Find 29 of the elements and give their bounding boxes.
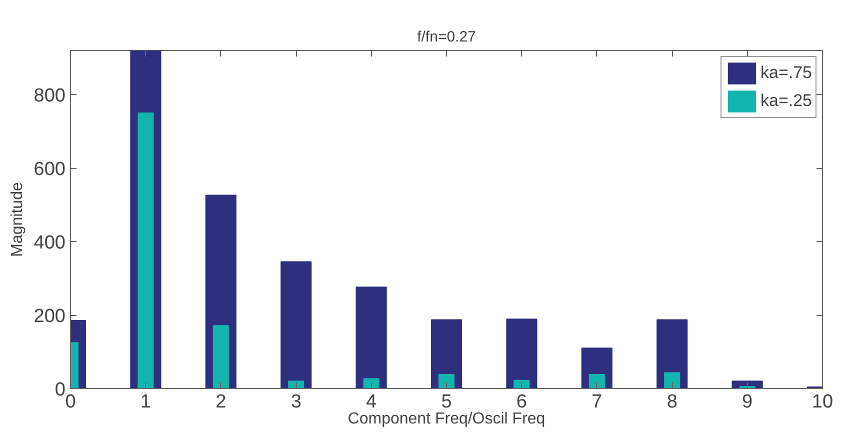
y-axis-title: Magnitude — [8, 182, 26, 257]
x-tick-label: 2 — [216, 392, 226, 412]
x-tick-label: 3 — [290, 392, 302, 412]
chart-title: f/fn=0.27 — [417, 28, 476, 46]
x-tick-label: 6 — [516, 392, 527, 412]
x-tick-label: 10 — [812, 392, 834, 412]
x-tick-label: 8 — [666, 392, 678, 412]
bar — [288, 380, 304, 388]
y-tick-label: 400 — [34, 232, 66, 254]
legend-label: ka=.25 — [760, 91, 812, 111]
x-axis-title: Component Freq/Oscil Freq — [348, 410, 546, 428]
y-tick-label: 800 — [34, 86, 66, 107]
bar — [212, 325, 229, 388]
bar — [506, 318, 538, 388]
x-tick-label: 9 — [742, 392, 753, 412]
x-tick-label: 5 — [441, 392, 452, 412]
x-tick-label: 1 — [140, 392, 151, 412]
legend-label: ka=.75 — [760, 63, 812, 83]
bar — [356, 286, 387, 388]
bar — [138, 112, 154, 388]
bar — [664, 372, 680, 388]
y-tick-label: 600 — [34, 159, 66, 180]
bar — [363, 378, 380, 388]
x-tick-label: 4 — [366, 392, 378, 412]
bar — [280, 261, 312, 388]
y-tick-label: 200 — [34, 306, 66, 328]
x-tick-label: 7 — [592, 392, 602, 412]
bar — [438, 374, 455, 388]
bar — [588, 374, 605, 388]
